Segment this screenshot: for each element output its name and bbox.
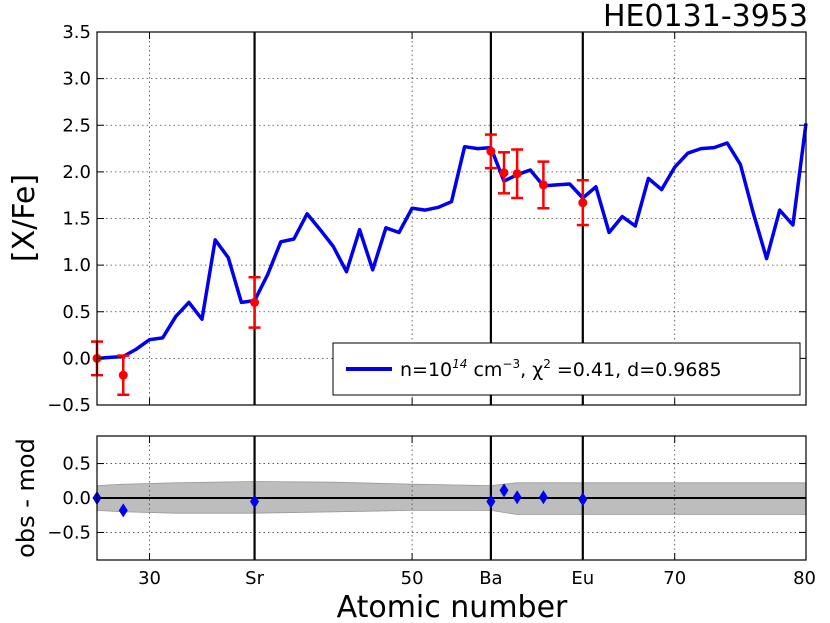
observed-point <box>118 370 128 380</box>
legend-label: n=1014 cm−3, χ2 =0.41, d=0.9685 <box>400 357 722 381</box>
bottom-xtick-label: 50 <box>401 568 424 589</box>
top-y-ticks: −0.5 0.0 0.5 1.0 1.5 2.0 2.5 3.0 3.5 <box>47 22 806 416</box>
observed-point <box>512 169 522 179</box>
bottom-x-ticks: 30 Sr 50 Ba Eu 70 80 <box>138 436 816 589</box>
top-ytick-label: 0.0 <box>62 348 91 369</box>
residual-points <box>92 483 588 518</box>
top-ytick-label: −0.5 <box>47 395 91 416</box>
top-ytick-label: 1.0 <box>62 255 91 276</box>
bottom-y-ticks: −0.5 0.0 0.5 <box>47 454 806 543</box>
top-plot-frame <box>96 31 807 406</box>
legend-box <box>332 342 801 396</box>
observed-point <box>499 168 509 178</box>
residual-diamond <box>486 494 496 509</box>
top-ytick-label: 3.5 <box>62 22 91 43</box>
bottom-plot-frame <box>96 435 807 561</box>
top-ytick-label: 2.5 <box>62 115 91 136</box>
bottom-xtick-label: 30 <box>138 568 161 589</box>
top-y-axis-label: [X/Fe] <box>7 174 42 262</box>
bottom-xtick-label: Ba <box>479 568 502 589</box>
observed-point <box>250 297 260 307</box>
observed-point <box>578 198 588 208</box>
residual-diamond <box>118 503 128 518</box>
residual-diamond <box>499 483 509 498</box>
bottom-xtick-label: Eu <box>571 568 594 589</box>
residual-diamond <box>512 490 522 505</box>
bottom-xtick-label: 70 <box>663 568 686 589</box>
bottom-gridlines <box>97 436 806 560</box>
bottom-y-axis-label: obs - mod <box>12 438 40 558</box>
bottom-ytick-label: −0.5 <box>47 522 91 543</box>
bottom-xtick-label: 80 <box>793 568 816 589</box>
top-ytick-label: 3.0 <box>62 69 91 90</box>
top-ytick-label: 0.5 <box>62 302 91 323</box>
observed-point <box>486 146 496 156</box>
bottom-ytick-label: 0.5 <box>62 454 91 475</box>
model-line-series <box>96 123 808 361</box>
legend: n=1014 cm−3, χ2 =0.41, d=0.9685 <box>332 342 801 396</box>
chart-title: HE0131-3953 <box>603 0 808 34</box>
residual-panel: −0.5 0.0 0.5 30 Sr 50 Ba Eu 70 80 obs - mod Atom… <box>12 435 816 623</box>
top-ytick-label: 2.0 <box>62 162 91 183</box>
model-line <box>96 123 808 361</box>
residual-diamond <box>538 490 548 505</box>
x-axis-label: Atomic number <box>337 590 568 623</box>
abundance-panel: −0.5 0.0 0.5 1.0 1.5 2.0 2.5 3.0 3.5 [X/Fe] n=10… <box>7 22 808 416</box>
observed-point <box>538 180 548 190</box>
bottom-ytick-label: 0.0 <box>62 488 91 509</box>
top-ytick-label: 1.5 <box>62 209 91 230</box>
residual-diamond <box>578 492 588 507</box>
residual-diamond <box>250 494 260 509</box>
bottom-xtick-label: Sr <box>245 568 264 589</box>
